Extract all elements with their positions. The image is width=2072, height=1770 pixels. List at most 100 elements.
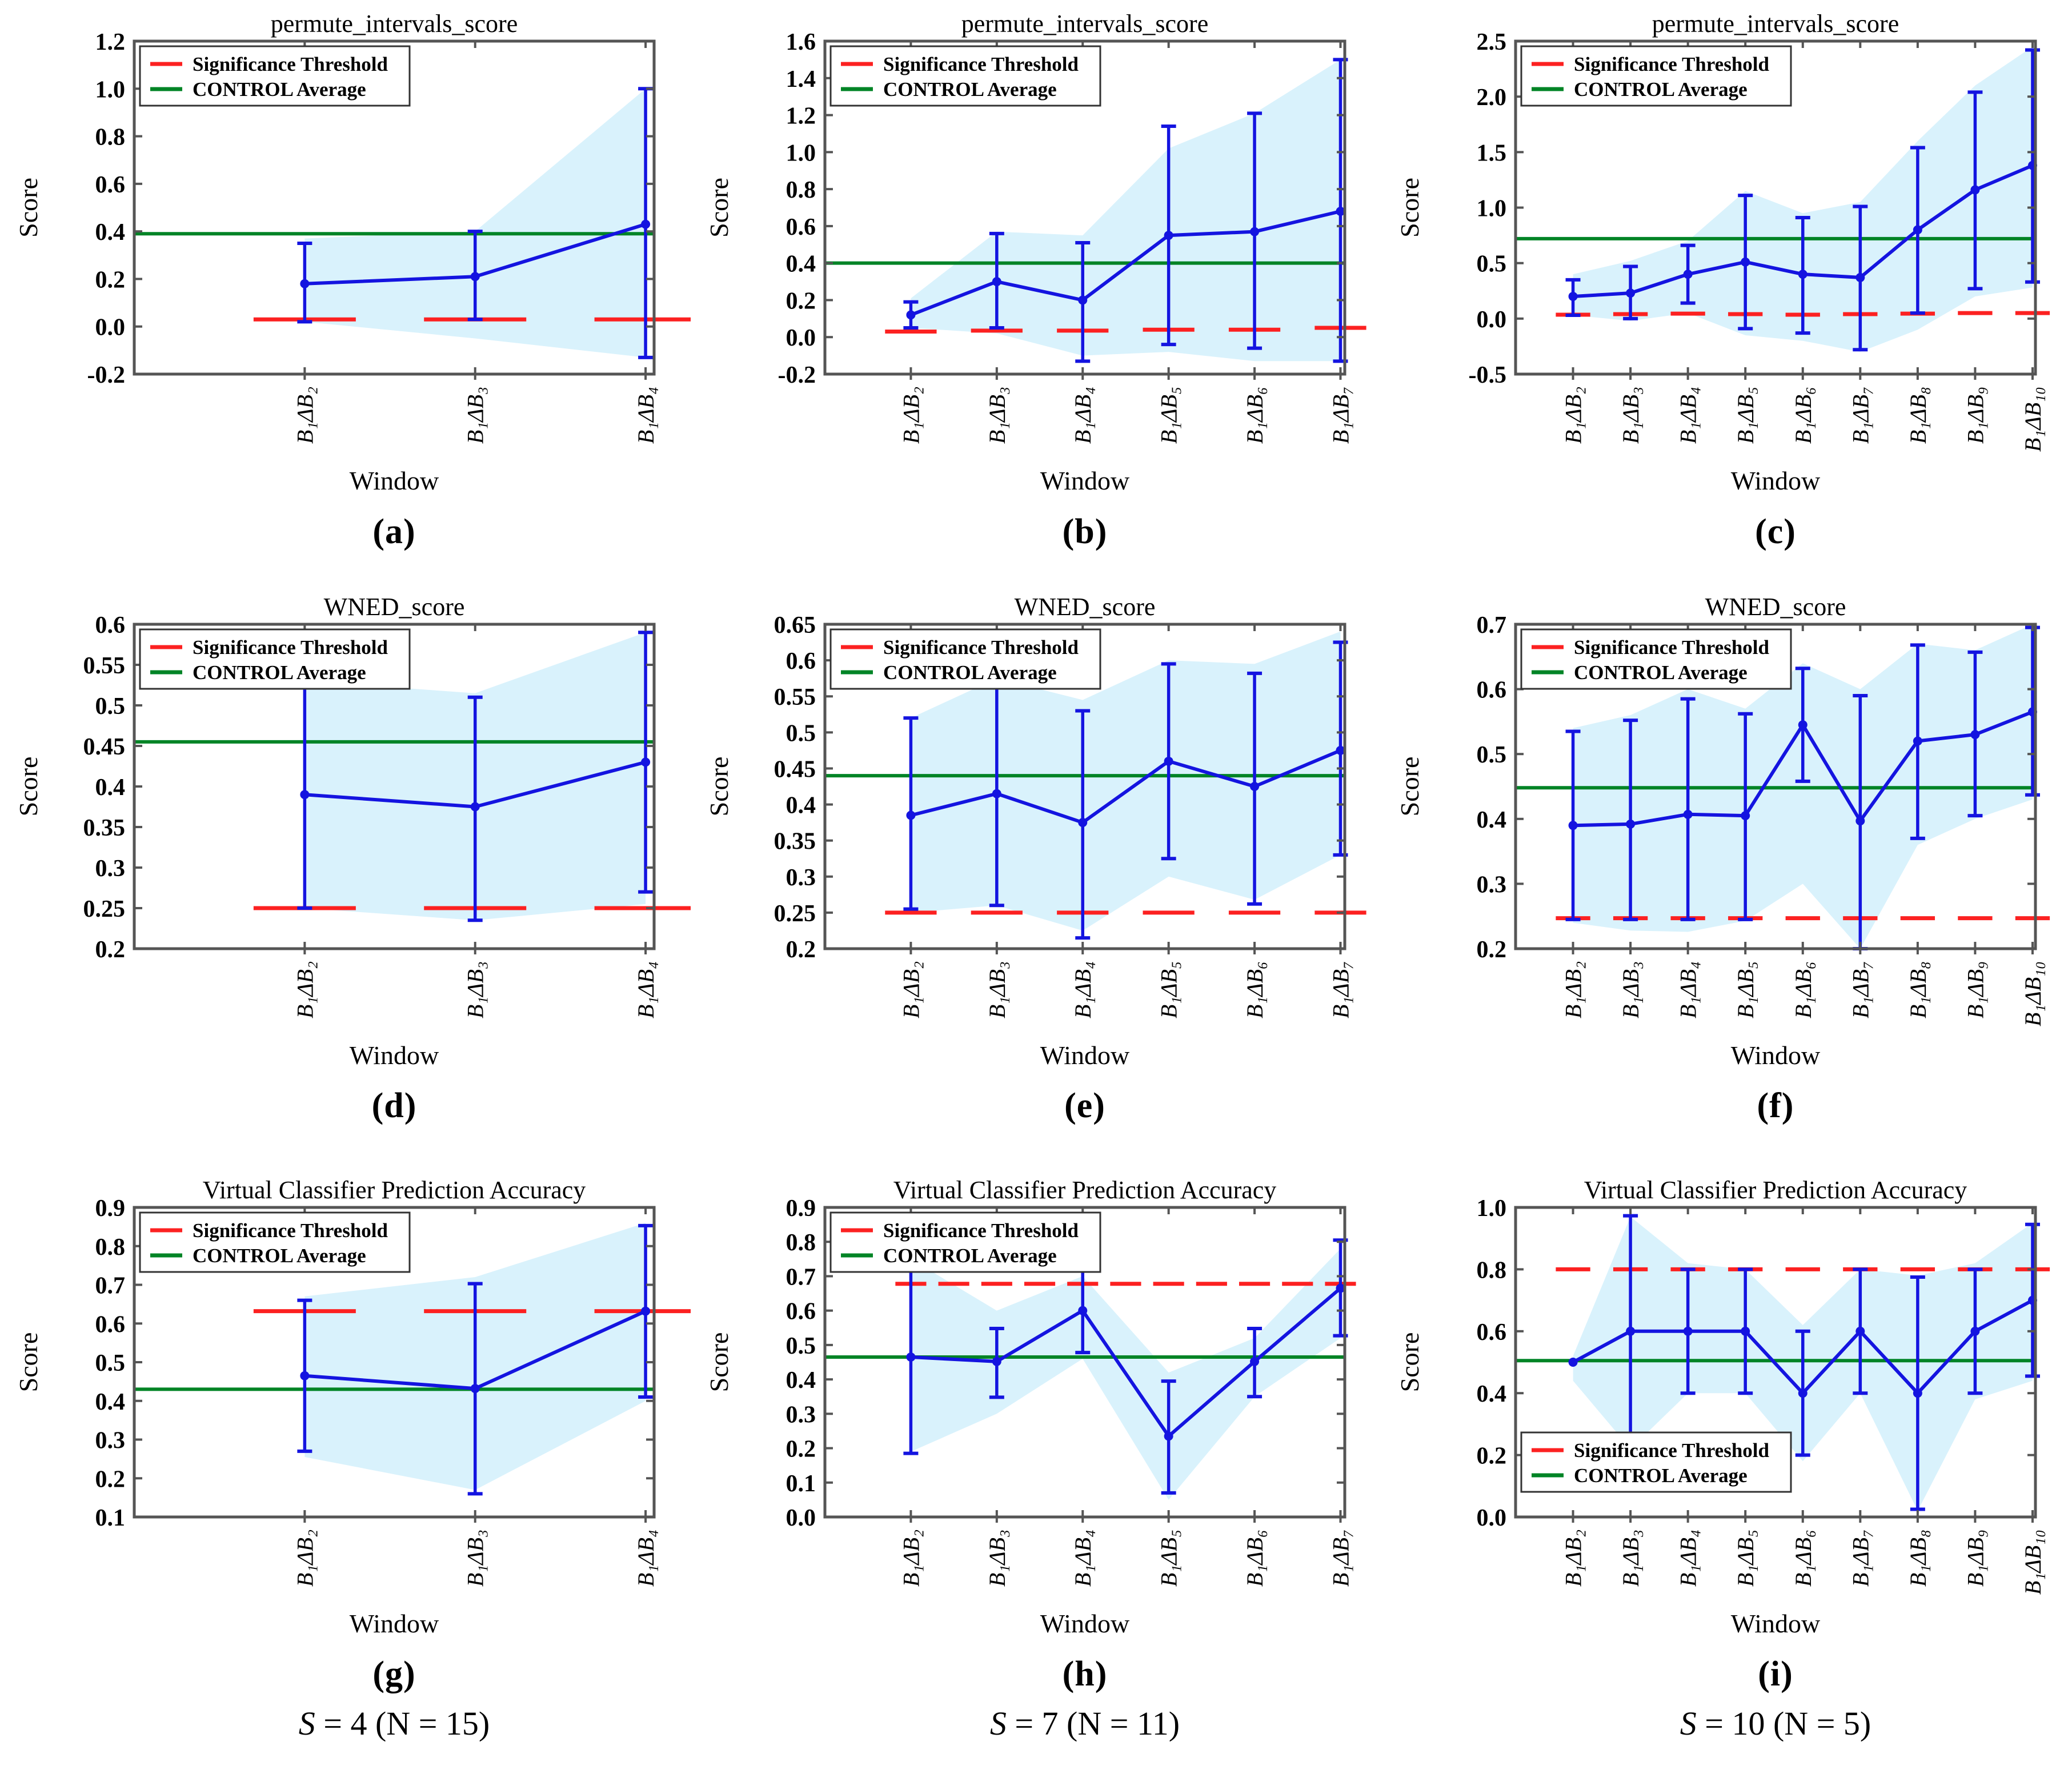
x-tick-label: B₁ΔB₁₀ bbox=[2020, 387, 2046, 452]
y-tick-label: 1.0 bbox=[95, 77, 126, 103]
mean-point bbox=[1626, 819, 1636, 829]
mean-point bbox=[300, 790, 310, 800]
y-tick-label: 0.2 bbox=[786, 937, 816, 963]
subplot-e-chart: 0.2 0.25 0.3 0.35 0.4 0.45 0.5 0.55 0.6 0.65 B₁ΔB₂… bbox=[704, 593, 1366, 1070]
mean-point bbox=[1683, 1326, 1693, 1336]
x-axis-label: Window bbox=[1731, 1041, 1821, 1070]
mean-point bbox=[1078, 818, 1088, 828]
x-tick-label: B₁ΔB₇ bbox=[1328, 961, 1353, 1018]
x-tick-label: B₁ΔB₅ bbox=[1156, 961, 1182, 1018]
y-tick-label: 0.3 bbox=[786, 1402, 816, 1428]
subplot-cell-d: 0.2 0.25 0.3 0.35 0.4 0.45 0.5 0.55 0.6 B₁ΔB₂ B₁ΔB… bbox=[0, 590, 691, 1180]
legend-label: Significance Threshold bbox=[193, 53, 388, 75]
y-tick-label: 0.2 bbox=[786, 1436, 816, 1463]
y-tick-label: 0.4 bbox=[786, 793, 816, 819]
mean-point bbox=[470, 272, 480, 282]
y-tick-label: 0.3 bbox=[786, 865, 816, 891]
y-tick-label: 0.6 bbox=[786, 648, 816, 675]
subplot-subcaption-g: S = 4 (N = 15) bbox=[123, 1704, 666, 1743]
y-tick-label: 1.0 bbox=[1477, 196, 1507, 222]
axes-frame bbox=[133, 39, 656, 376]
x-tick-label: B₁ΔB₇ bbox=[1847, 387, 1873, 444]
mean-point bbox=[1913, 225, 1922, 235]
x-tick-label: B₁ΔB₂ bbox=[292, 1530, 318, 1587]
y-tick-label: 0.2 bbox=[95, 937, 126, 963]
subcaption-text: = 4 (N = 15) bbox=[315, 1705, 490, 1742]
subplot-c-chart: -0.5 0.0 0.5 1.0 1.5 2.0 2.5 B₁ΔB₂ B₁ΔB₃ B₁ΔB₄ B₁Δ… bbox=[1395, 10, 2050, 495]
x-tick-label: B₁ΔB₇ bbox=[1328, 1530, 1353, 1587]
y-tick-label: 0.6 bbox=[1477, 677, 1507, 704]
x-tick-label: B₁ΔB₃ bbox=[463, 1530, 488, 1587]
y-tick-label: 1.5 bbox=[1477, 140, 1507, 166]
subplot-caption-a: (a) bbox=[372, 512, 416, 551]
y-tick-label: 0.6 bbox=[1477, 1319, 1507, 1346]
subplot-caption-b: (b) bbox=[1062, 512, 1108, 551]
y-tick-label: 0.5 bbox=[1477, 251, 1507, 278]
x-tick-label: B₁ΔB₃ bbox=[984, 1530, 1010, 1587]
x-tick-label: B₁ΔB₇ bbox=[1328, 387, 1353, 444]
legend-label: Significance Threshold bbox=[1574, 53, 1770, 75]
subplot-caption-c: (c) bbox=[1755, 512, 1796, 551]
y-tick-label: 0.35 bbox=[774, 829, 816, 855]
y-tick-label: 0.55 bbox=[774, 684, 816, 711]
x-axis-label: Window bbox=[1040, 1609, 1130, 1638]
legend-label: Significance Threshold bbox=[193, 1219, 388, 1242]
plot-title: permute_intervals_score bbox=[1652, 10, 1899, 38]
y-tick-label: 2.0 bbox=[1477, 85, 1507, 111]
plot-title: Virtual Classifier Prediction Accuracy bbox=[893, 1180, 1277, 1204]
mean-point bbox=[1798, 1388, 1808, 1398]
mean-point bbox=[1913, 736, 1922, 746]
x-tick-label: B₁ΔB₈ bbox=[1905, 387, 1931, 444]
y-tick-label: 0.3 bbox=[95, 856, 126, 882]
y-tick-label: 0.6 bbox=[786, 1299, 816, 1325]
x-tick-label: B₁ΔB₆ bbox=[1790, 387, 1816, 444]
y-tick-label: 0.0 bbox=[1477, 1505, 1507, 1531]
mean-point bbox=[1683, 270, 1693, 279]
legend-label: Significance Threshold bbox=[193, 636, 388, 659]
subplot-h-chart: 0.0 0.1 0.2 0.3 0.4 0.5 0.6 0.7 0.8 0.9 B₁ΔB₂ B₁ΔB₃… bbox=[704, 1180, 1356, 1638]
mean-point bbox=[1250, 227, 1260, 236]
mean-line bbox=[910, 210, 1341, 317]
y-axis-label: Score bbox=[1395, 1332, 1424, 1392]
x-tick-label: B₁ΔB₃ bbox=[984, 387, 1010, 444]
y-tick-label: 0.8 bbox=[95, 125, 126, 151]
mean-point bbox=[1626, 1326, 1636, 1336]
y-axis-label: Score bbox=[14, 757, 43, 817]
y-tick-label: 0.8 bbox=[786, 1230, 816, 1256]
mean-point bbox=[906, 1352, 916, 1362]
subcaption-s-symbol: S bbox=[298, 1705, 315, 1742]
y-tick-label: 0.5 bbox=[786, 1333, 816, 1359]
legend-label: CONTROL Average bbox=[1574, 661, 1748, 684]
x-tick-label: B₁ΔB₃ bbox=[1618, 961, 1644, 1018]
y-tick-label: 0.5 bbox=[95, 1350, 126, 1376]
plot-title: WNED_score bbox=[1015, 593, 1156, 621]
x-tick-label: B₁ΔB₄ bbox=[633, 1530, 659, 1587]
y-tick-label: 0.4 bbox=[95, 774, 126, 801]
y-tick-label: 0.4 bbox=[1477, 807, 1507, 833]
subplot-d-chart: 0.2 0.25 0.3 0.35 0.4 0.45 0.5 0.55 0.6 B₁ΔB₂ B₁ΔB… bbox=[14, 593, 691, 1070]
x-tick-label: B₁ΔB₆ bbox=[1790, 961, 1816, 1018]
subcaption-text: = 10 (N = 5) bbox=[1696, 1705, 1871, 1742]
mean-point bbox=[300, 1371, 310, 1380]
mean-point bbox=[1078, 1306, 1088, 1315]
y-tick-label: 0.8 bbox=[786, 177, 816, 203]
mean-point bbox=[1164, 756, 1173, 766]
x-tick-label: B₁ΔB₉ bbox=[1962, 961, 1988, 1018]
x-tick-label: B₁ΔB₁₀ bbox=[2020, 961, 2046, 1026]
x-tick-label: B₁ΔB₆ bbox=[1242, 387, 1268, 444]
y-tick-label: 0.4 bbox=[95, 219, 126, 246]
x-tick-label: B₁ΔB₅ bbox=[1733, 1530, 1758, 1587]
mean-line bbox=[911, 1287, 1342, 1439]
x-axis-label: Window bbox=[1731, 1609, 1821, 1638]
y-tick-label: 0.9 bbox=[786, 1195, 816, 1222]
legend-box bbox=[829, 628, 1101, 690]
x-axis-label: Window bbox=[350, 466, 439, 495]
mean-point bbox=[1913, 1388, 1922, 1398]
x-tick-label: B₁ΔB₄ bbox=[1070, 961, 1096, 1018]
mean-point bbox=[1855, 1326, 1865, 1336]
subplot-subcaption-i: S = 10 (N = 5) bbox=[1504, 1704, 2047, 1743]
mean-point bbox=[1626, 288, 1636, 298]
